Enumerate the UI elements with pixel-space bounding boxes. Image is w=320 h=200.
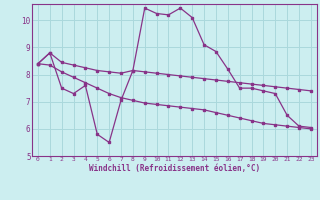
X-axis label: Windchill (Refroidissement éolien,°C): Windchill (Refroidissement éolien,°C) (89, 164, 260, 173)
